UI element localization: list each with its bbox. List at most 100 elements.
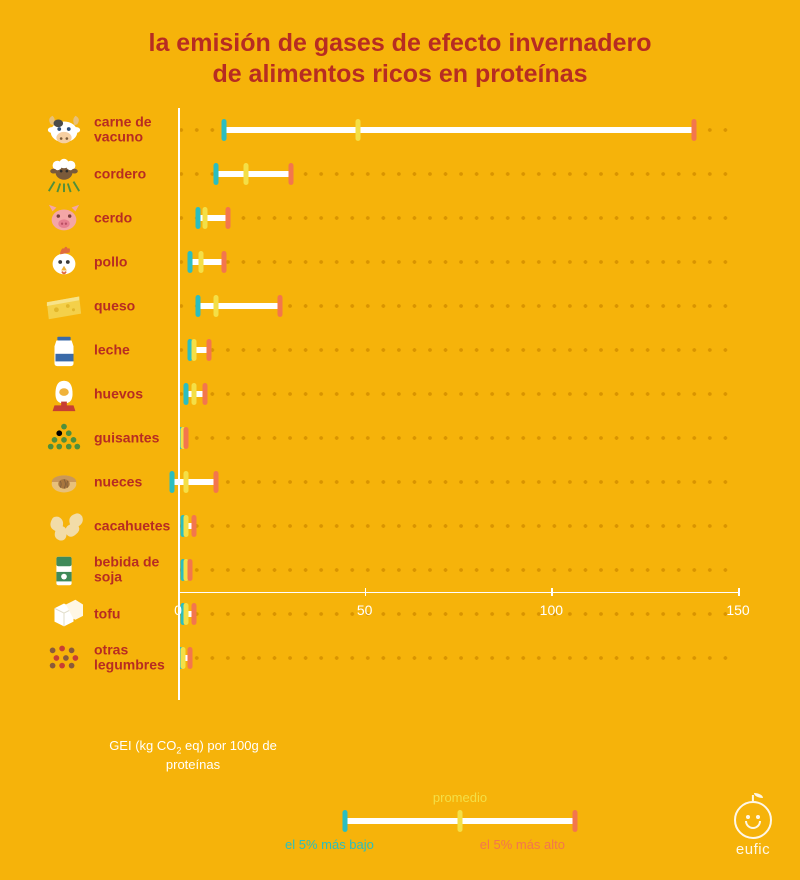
mid-tick — [184, 515, 189, 537]
grid-dots — [179, 480, 738, 484]
row-label: bebida de soja — [94, 555, 170, 586]
x-tick-label: 0 — [174, 602, 182, 618]
row-label: guisantes — [94, 430, 170, 445]
grid-dots — [179, 436, 738, 440]
x-axis-line — [178, 592, 738, 593]
row-plot — [178, 504, 738, 548]
row-plot — [178, 328, 738, 372]
data-row: queso — [0, 284, 800, 328]
row-plot — [178, 416, 738, 460]
grid-dots — [179, 392, 738, 396]
row-label: cordero — [94, 166, 170, 181]
mid-tick — [214, 295, 219, 317]
data-row: bebida de soja — [0, 548, 800, 592]
x-tick-label: 50 — [357, 602, 373, 618]
legend-mid-label: promedio — [310, 790, 610, 805]
legend-high-tick — [573, 810, 578, 832]
legend-bar — [345, 809, 575, 833]
high-tick — [184, 427, 189, 449]
x-tick — [738, 588, 740, 596]
row-label: pollo — [94, 254, 170, 269]
range-bar — [224, 127, 694, 133]
low-tick — [214, 163, 219, 185]
mid-tick — [199, 251, 204, 273]
high-tick — [191, 515, 196, 537]
row-plot — [178, 108, 738, 152]
low-tick — [184, 383, 189, 405]
legend-bottom: el 5% más bajo el 5% más alto — [285, 837, 565, 852]
mid-tick — [356, 119, 361, 141]
x-axis-title: GEI (kg CO2 eq) por 100g de proteínas — [108, 738, 278, 774]
tofu-icon — [38, 594, 90, 634]
high-tick — [692, 119, 697, 141]
row-plot — [178, 548, 738, 592]
data-row: cerdo — [0, 196, 800, 240]
grid-dots — [179, 612, 738, 616]
row-label: nueces — [94, 474, 170, 489]
row-label: cerdo — [94, 210, 170, 225]
data-row: cordero — [0, 152, 800, 196]
low-tick — [195, 207, 200, 229]
row-label: huevos — [94, 386, 170, 401]
low-tick — [188, 251, 193, 273]
cow-icon — [38, 110, 90, 150]
grid-dots — [179, 348, 738, 352]
peas-icon — [38, 418, 90, 458]
milk-icon — [38, 330, 90, 370]
row-plot — [178, 152, 738, 196]
high-tick — [206, 339, 211, 361]
legumes-icon — [38, 638, 90, 678]
data-row: tofu — [0, 592, 800, 636]
mid-tick — [184, 603, 189, 625]
high-tick — [188, 647, 193, 669]
row-plot — [178, 196, 738, 240]
soy-icon — [38, 550, 90, 590]
eufic-logo: eufic — [734, 801, 772, 858]
title-line-2: de alimentos ricos en proteínas — [212, 60, 587, 88]
legend-low-label: el 5% más bajo — [285, 837, 374, 852]
grid-dots — [179, 216, 738, 220]
legend: promedio el 5% más bajo el 5% más alto — [310, 790, 610, 852]
grid-dots — [179, 524, 738, 528]
row-plot — [178, 372, 738, 416]
high-tick — [191, 603, 196, 625]
cheese-icon — [38, 286, 90, 326]
legend-high-label: el 5% más alto — [480, 837, 565, 852]
data-row: otras legumbres — [0, 636, 800, 680]
high-tick — [221, 251, 226, 273]
grid-dots — [179, 568, 738, 572]
mid-tick — [180, 647, 185, 669]
data-row: cacahuetes — [0, 504, 800, 548]
high-tick — [225, 207, 230, 229]
row-plot — [178, 240, 738, 284]
x-tick — [178, 588, 180, 596]
mid-tick — [184, 471, 189, 493]
chart-area: carne de vacuno cordero — [0, 108, 800, 728]
row-plot — [178, 636, 738, 680]
logo-text: eufic — [734, 841, 772, 858]
legend-mid-tick — [458, 810, 463, 832]
pig-icon — [38, 198, 90, 238]
data-row: huevos — [0, 372, 800, 416]
x-tick-label: 100 — [540, 602, 563, 618]
mid-tick — [191, 383, 196, 405]
high-tick — [289, 163, 294, 185]
chart-title: la emisión de gases de efecto invernader… — [0, 0, 800, 91]
row-label: cacahuetes — [94, 518, 170, 533]
row-plot — [178, 460, 738, 504]
range-bar — [190, 259, 224, 265]
x-tick — [365, 588, 367, 596]
data-row: nueces — [0, 460, 800, 504]
data-row: guisantes — [0, 416, 800, 460]
high-tick — [214, 471, 219, 493]
row-label: carne de vacuno — [94, 115, 170, 146]
egg-icon — [38, 374, 90, 414]
range-bar — [216, 171, 291, 177]
row-plot — [178, 592, 738, 636]
high-tick — [203, 383, 208, 405]
mid-tick — [203, 207, 208, 229]
high-tick — [277, 295, 282, 317]
low-tick — [221, 119, 226, 141]
data-row: carne de vacuno — [0, 108, 800, 152]
data-row: pollo — [0, 240, 800, 284]
